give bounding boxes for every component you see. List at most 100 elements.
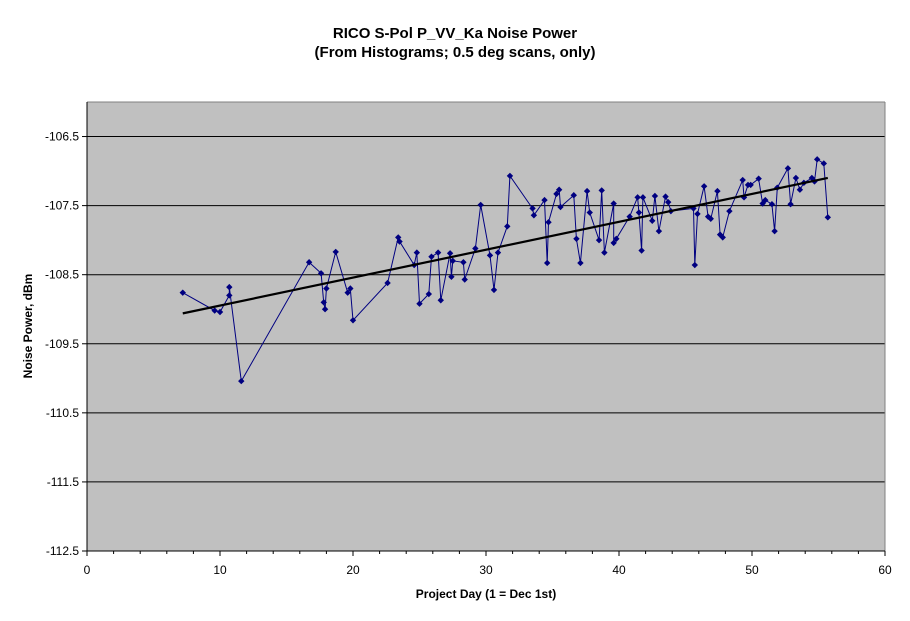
data-point: [813, 156, 821, 163]
data-point: [824, 214, 832, 221]
data-point: [610, 200, 617, 207]
data-point: [570, 192, 577, 199]
x-tick-label: 30: [479, 563, 493, 577]
y-axis-title: Noise Power, dBm: [21, 274, 35, 379]
data-point: [529, 205, 536, 212]
data-point: [541, 196, 548, 204]
data-point: [317, 270, 325, 277]
trendline: [182, 176, 829, 315]
data-point: [808, 174, 816, 182]
x-tick-label: 10: [213, 563, 227, 577]
chart-subtitle: (From Histograms; 0.5 deg scans, only): [315, 44, 596, 61]
data-point: [771, 227, 778, 235]
gridlines: [87, 136, 885, 483]
data-point: [613, 235, 620, 242]
data-point: [739, 176, 746, 184]
data-point: [595, 236, 603, 244]
x-tick-label: 0: [84, 563, 91, 577]
data-point: [726, 207, 733, 215]
data-point: [226, 283, 233, 291]
data-point: [714, 187, 721, 195]
data-point: [601, 249, 608, 256]
data-point: [446, 250, 454, 257]
data-point: [449, 257, 456, 265]
x-tick-label: 40: [612, 563, 626, 577]
data-point: [344, 289, 351, 296]
data-point: [416, 300, 423, 307]
data-point: [634, 194, 641, 201]
data-point: [321, 306, 329, 313]
x-axis-title: Project Day (1 = Dec 1st): [416, 587, 556, 601]
data-point: [598, 187, 605, 194]
data-point: [747, 181, 754, 189]
data-point: [347, 285, 354, 292]
y-tick-label: -110.5: [46, 406, 79, 420]
data-point: [553, 190, 560, 198]
data-point: [577, 259, 584, 267]
data-point: [635, 209, 643, 216]
data-point: [238, 377, 245, 385]
data-point: [755, 175, 762, 182]
data-point: [349, 317, 357, 324]
data-point: [332, 248, 339, 256]
y-tick-label: -106.5: [45, 130, 79, 144]
y-tick-label: -108.5: [45, 268, 79, 282]
data-point: [796, 186, 804, 193]
data-series: [179, 156, 832, 385]
data-point: [323, 285, 330, 292]
data-point: [768, 201, 776, 208]
data-point: [216, 308, 224, 316]
data-point: [691, 261, 699, 269]
chart-title: RICO S-Pol P_VV_Ka Noise Power: [333, 25, 577, 42]
data-point: [428, 253, 435, 260]
data-point: [477, 201, 484, 209]
data-point: [437, 297, 444, 304]
data-point: [655, 227, 663, 235]
x-tick-label: 50: [745, 563, 759, 577]
data-point: [545, 218, 552, 226]
data-point: [384, 279, 391, 287]
data-point: [662, 193, 669, 200]
data-point: [820, 160, 828, 167]
data-point: [610, 239, 617, 247]
x-tick-label: 20: [346, 563, 360, 577]
data-point: [305, 259, 313, 266]
data-point: [460, 259, 467, 266]
y-tick-label: -112.5: [46, 544, 79, 558]
y-tick-label: -111.5: [47, 475, 80, 489]
data-point: [665, 198, 672, 206]
data-point: [787, 201, 794, 208]
axis-ticks: -112.5 -111.5 -110.5 -109.5 -108.5 -107.5 -106…: [45, 130, 892, 577]
data-point: [649, 217, 656, 225]
data-point: [506, 172, 514, 180]
data-point: [320, 299, 327, 306]
data-point: [396, 238, 403, 245]
data-point: [434, 249, 442, 256]
data-point: [557, 203, 564, 211]
data-point: [179, 289, 186, 296]
data-point: [719, 234, 726, 241]
data-point: [555, 186, 563, 193]
data-point: [472, 245, 479, 252]
data-point: [784, 165, 792, 172]
data-point: [413, 249, 421, 256]
data-point: [494, 249, 502, 256]
plot-area: [87, 102, 885, 551]
trendline-layer: [182, 176, 829, 315]
data-point: [583, 187, 591, 195]
data-point: [762, 196, 769, 204]
x-tick-label: 60: [878, 563, 892, 577]
data-point: [543, 259, 551, 267]
data-point: [425, 290, 433, 298]
data-point: [700, 183, 708, 190]
data-point: [504, 223, 511, 230]
data-point: [694, 210, 701, 218]
data-point: [638, 247, 645, 254]
data-point: [716, 231, 724, 238]
data-point: [486, 252, 494, 259]
data-point: [651, 192, 659, 200]
data-point: [448, 273, 455, 280]
data-point: [573, 235, 580, 242]
data-point: [530, 212, 538, 219]
